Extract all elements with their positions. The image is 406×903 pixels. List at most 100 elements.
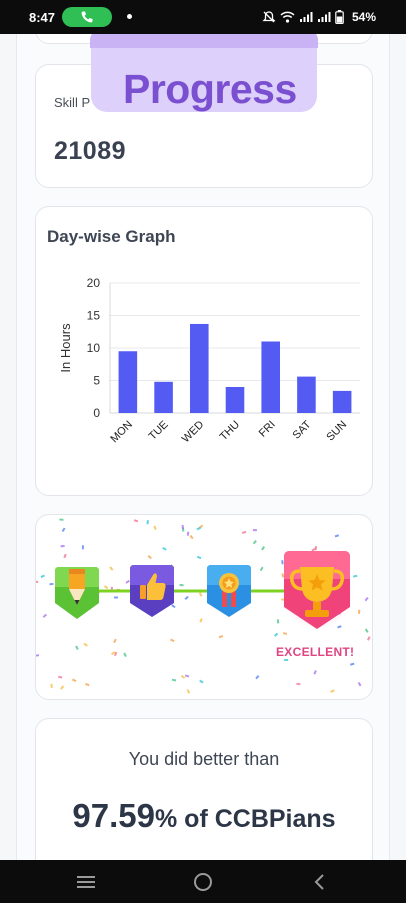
confetti-piece [71,678,77,683]
status-bar: 8:47 54% [0,0,406,34]
confetti-piece [83,642,88,647]
day-wise-bar-chart: 0 5 10 15 20 In Hours MON TUE WED THU FRI SAT SUN [58,276,360,446]
confetti-piece [125,579,130,584]
trophy-badge-icon [280,551,354,630]
confetti-piece [146,520,150,525]
confetti-piece [170,638,175,643]
y-tick-label: 10 [87,341,101,355]
skill-points-value: 21089 [54,137,127,165]
confetti-piece [296,682,301,686]
bar-tue [154,381,173,413]
confetti-piece [42,613,48,618]
system-icons [262,9,344,25]
mute-icon [262,11,276,23]
confetti-piece [59,518,64,521]
confetti-piece [60,545,65,548]
confetti-piece [311,547,316,552]
confetti-piece [252,529,257,532]
confetti-piece [199,679,204,684]
bar-wed [190,323,209,413]
confetti-piece [50,683,53,689]
bar-sun [332,390,352,413]
confetti-piece [49,582,54,586]
day-wise-graph-card: Day-wise Graph 0 5 10 15 20 In Hours MON TUE WED… [35,206,373,496]
confetti-piece [103,585,109,590]
confetti-piece [109,566,114,571]
ranking-suffix: % of CCBPians [155,805,336,833]
confetti-piece [110,651,116,656]
y-tick-label: 15 [87,309,101,323]
progress-badge-tab [90,34,318,48]
confetti-piece [281,573,285,578]
confetti-piece [181,524,184,530]
notification-dot [127,14,132,19]
y-axis-label: In Hours [58,323,73,373]
confetti-piece [330,689,335,693]
confetti-piece [364,628,369,633]
progress-screen[interactable]: Skill P 21089 Progress Day-wise Graph 0 5… [16,34,390,860]
achievement-card: EXCELLENT! [35,514,373,700]
ranking-statement: 97.59% of CCBPians [36,797,372,835]
confetti-piece [171,678,177,682]
confetti-piece [218,635,224,639]
wifi-icon [280,11,295,23]
ranking-subtitle: You did better than [128,749,280,769]
clock: 8:47 [29,10,56,25]
confetti-piece [75,645,79,650]
back-icon[interactable] [308,870,332,894]
confetti-piece [184,674,190,678]
confetti-piece [353,574,358,578]
bar-thu [225,387,245,413]
confetti-piece [36,654,40,657]
system-nav-bar [0,860,406,903]
progress-badge: Progress [90,34,318,112]
confetti-piece [198,592,203,597]
confetti-piece [334,534,340,538]
confetti-piece [40,574,45,579]
confetti-piece [276,619,280,624]
confetti-piece [184,595,189,601]
confetti-piece [85,682,90,687]
confetti-piece [113,638,117,644]
battery-icon [335,10,344,24]
y-tick-label: 0 [93,406,100,420]
confetti-piece [255,675,260,680]
confetti-piece [273,632,279,637]
confetti-piece [186,531,190,536]
confetti-piece [171,604,176,609]
confetti-piece [63,553,67,559]
thumbs-up-badge-icon [130,565,174,617]
x-tick-label: WED [180,419,207,446]
confetti-piece [180,674,186,679]
confetti-piece [162,546,167,551]
x-tick-label: TUE [147,419,171,443]
confetti-piece [123,652,127,657]
bar-mon [118,351,138,413]
ranking-card: You did better than 97.59% of CCBPians [35,718,373,860]
confetti-piece [282,632,288,635]
confetti-piece [259,566,264,572]
confetti-piece [241,530,247,535]
confetti-piece [350,662,355,666]
x-tick-label: SUN [324,419,349,444]
confetti-piece [252,540,257,545]
confetti-piece [284,658,289,661]
confetti-piece [113,651,118,657]
confetti-piece [147,555,152,560]
menu-icon[interactable] [74,870,98,894]
bar-fri [261,341,280,413]
graph-title: Day-wise Graph [47,227,176,246]
signal-icon [318,12,331,22]
home-icon[interactable] [191,870,215,894]
confetti-piece [366,636,371,641]
x-tick-label: SAT [291,418,314,441]
confetti-piece [61,527,66,533]
excellent-label: EXCELLENT! [276,645,355,659]
call-active-icon[interactable] [62,7,112,27]
confetti-piece [179,583,184,587]
confetti-piece [186,689,191,694]
signal-icon [300,12,313,22]
confetti-piece [357,681,362,687]
confetti-piece [261,546,266,551]
confetti-piece [364,597,369,602]
